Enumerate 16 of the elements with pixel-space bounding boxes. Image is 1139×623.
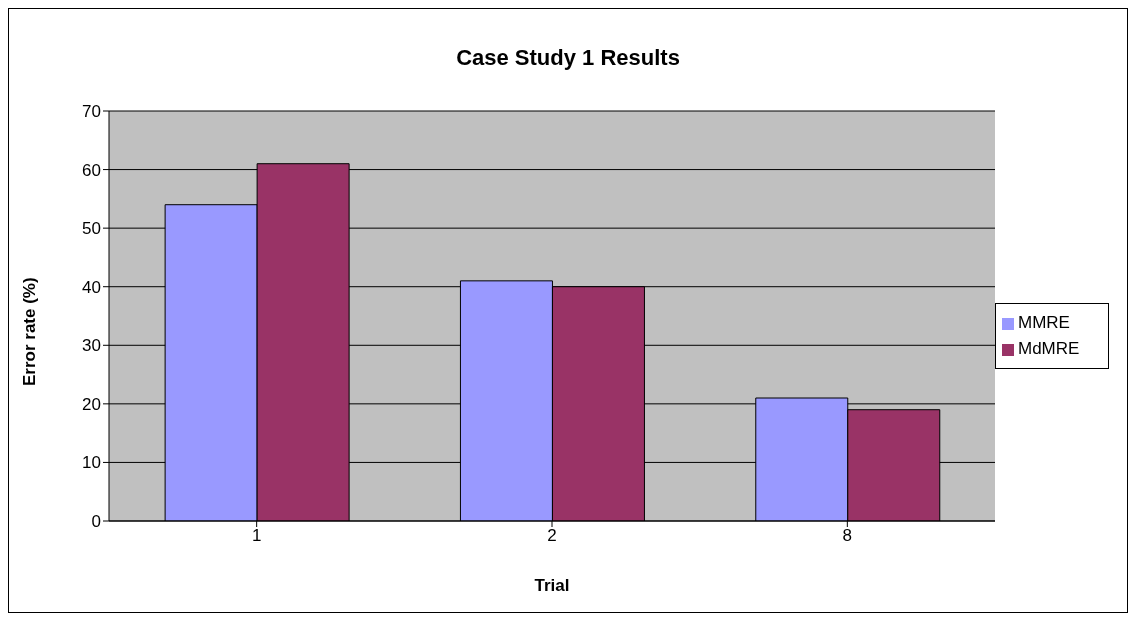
y-tick-label: 40: [82, 277, 101, 297]
y-tick-label: 30: [82, 336, 101, 356]
legend-label: MMRE: [1018, 313, 1070, 332]
legend-label: MdMRE: [1018, 339, 1080, 358]
x-tick-label: 8: [842, 526, 853, 546]
x-tick-label: 1: [251, 526, 262, 546]
chart-title: Case Study 1 Results: [455, 45, 681, 71]
y-tick-label: 50: [82, 219, 101, 239]
y-tick-label: 70: [82, 102, 101, 122]
y-axis-title: Error rate (%): [20, 277, 40, 386]
x-axis-title: Trial: [534, 576, 570, 595]
x-tick-label: 2: [547, 526, 557, 546]
y-tick-label: 10: [82, 453, 101, 473]
y-tick-label: 60: [82, 160, 101, 180]
y-tick-label: 20: [82, 394, 101, 414]
y-tick-label: 0: [91, 512, 101, 532]
